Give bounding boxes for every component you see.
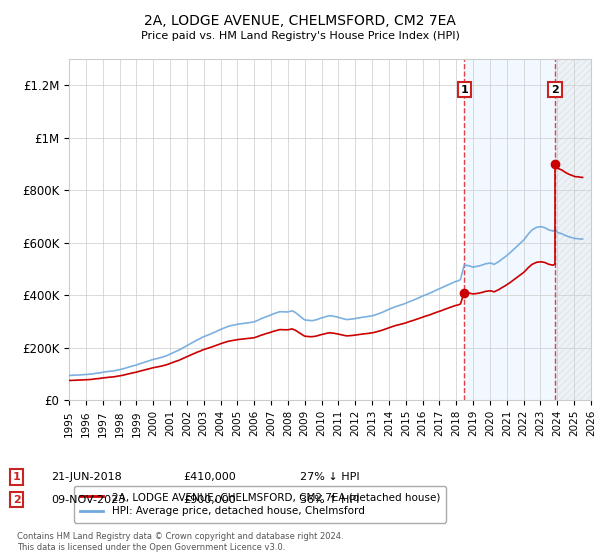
Text: 2A, LODGE AVENUE, CHELMSFORD, CM2 7EA: 2A, LODGE AVENUE, CHELMSFORD, CM2 7EA: [144, 14, 456, 28]
Bar: [555, 59, 591, 400]
Text: Price paid vs. HM Land Registry's House Price Index (HPI): Price paid vs. HM Land Registry's House …: [140, 31, 460, 41]
Bar: [464, 59, 555, 400]
Text: 21-JUN-2018: 21-JUN-2018: [51, 472, 122, 482]
Text: 1: 1: [13, 472, 20, 482]
Text: 27% ↓ HPI: 27% ↓ HPI: [300, 472, 359, 482]
Text: £410,000: £410,000: [183, 472, 236, 482]
Text: 36% ↑ HPI: 36% ↑ HPI: [300, 494, 359, 505]
Text: £900,000: £900,000: [183, 494, 236, 505]
Text: 09-NOV-2023: 09-NOV-2023: [51, 494, 125, 505]
Legend: 2A, LODGE AVENUE, CHELMSFORD, CM2 7EA (detached house), HPI: Average price, deta: 2A, LODGE AVENUE, CHELMSFORD, CM2 7EA (d…: [74, 486, 446, 522]
Text: 2: 2: [13, 494, 20, 505]
Text: 1: 1: [460, 85, 468, 95]
Text: Contains HM Land Registry data © Crown copyright and database right 2024.
This d: Contains HM Land Registry data © Crown c…: [17, 532, 343, 552]
Text: 2: 2: [551, 85, 559, 95]
